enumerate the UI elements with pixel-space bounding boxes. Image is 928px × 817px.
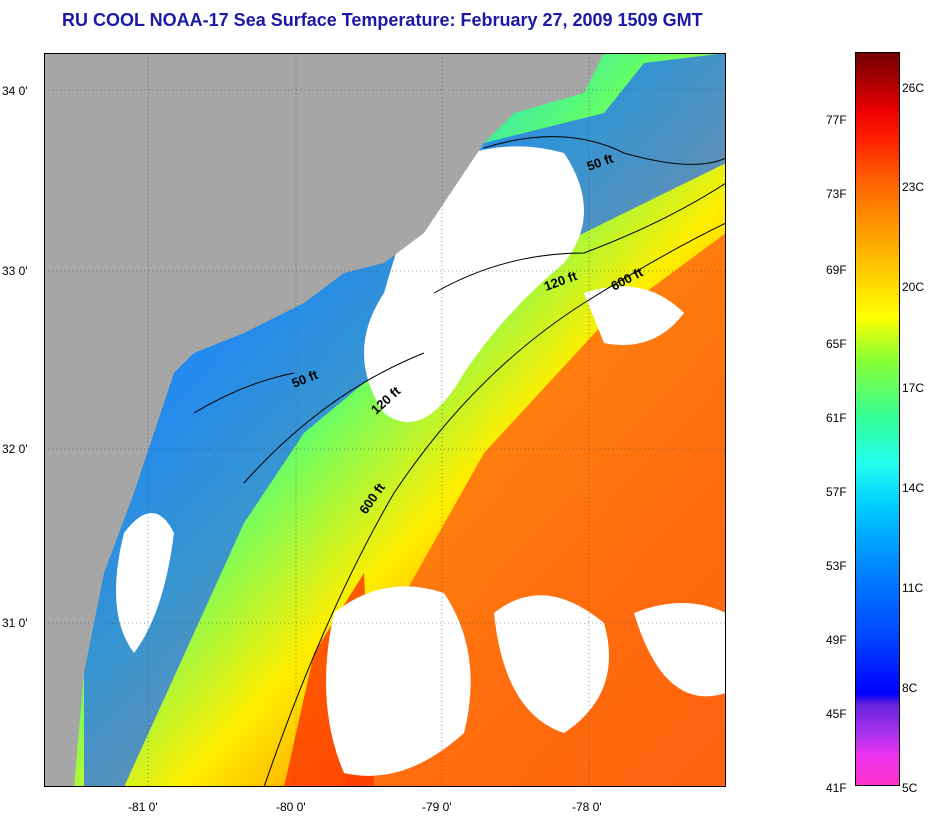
contour-120ft — [433, 182, 726, 294]
fahrenheit-label: 73F — [826, 187, 847, 201]
celsius-label: 5C — [902, 781, 918, 795]
sst-map: 50 ft 120 ft 600 ft 50 ft 120 ft 600 ft — [44, 53, 726, 787]
cloud-cover — [584, 286, 684, 345]
fahrenheit-label: 69F — [826, 263, 847, 277]
celsius-label: 11C — [902, 581, 924, 595]
cloud-cover — [326, 586, 471, 776]
cloud-cover — [116, 513, 174, 653]
fahrenheit-label: 41F — [826, 781, 847, 795]
cloud-cover — [634, 603, 726, 697]
lon-label: -78 0' — [572, 800, 602, 814]
celsius-label: 8C — [902, 681, 918, 695]
map-title: RU COOL NOAA-17 Sea Surface Temperature:… — [62, 10, 703, 30]
celsius-label: 26C — [902, 81, 925, 95]
land-area — [44, 53, 604, 787]
fahrenheit-label: 65F — [826, 337, 847, 351]
contour-120ft — [243, 352, 425, 484]
fahrenheit-label: 57F — [826, 485, 847, 499]
fahrenheit-label: 61F — [826, 411, 847, 425]
lon-label: -80 0' — [276, 800, 306, 814]
temperature-colorbar — [855, 52, 900, 786]
cloud-cover — [494, 595, 609, 733]
lat-label: 34 0' — [2, 84, 28, 98]
fahrenheit-label: 45F — [826, 707, 847, 721]
lon-label: -81 0' — [128, 800, 158, 814]
lat-label: 33 0' — [2, 264, 28, 278]
celsius-label: 14C — [902, 481, 925, 495]
fahrenheit-label: 49F — [826, 633, 847, 647]
celsius-label: 23C — [902, 180, 925, 194]
contour-600ft — [263, 222, 726, 787]
fahrenheit-label: 53F — [826, 559, 847, 573]
lon-label: -79 0' — [422, 800, 452, 814]
celsius-label: 17C — [902, 381, 925, 395]
contour-50ft — [483, 136, 726, 165]
lat-label: 31 0' — [2, 616, 28, 630]
contour-50ft — [193, 372, 295, 414]
fahrenheit-label: 77F — [826, 113, 847, 127]
lat-label: 32 0' — [2, 442, 28, 456]
celsius-label: 20C — [902, 280, 925, 294]
